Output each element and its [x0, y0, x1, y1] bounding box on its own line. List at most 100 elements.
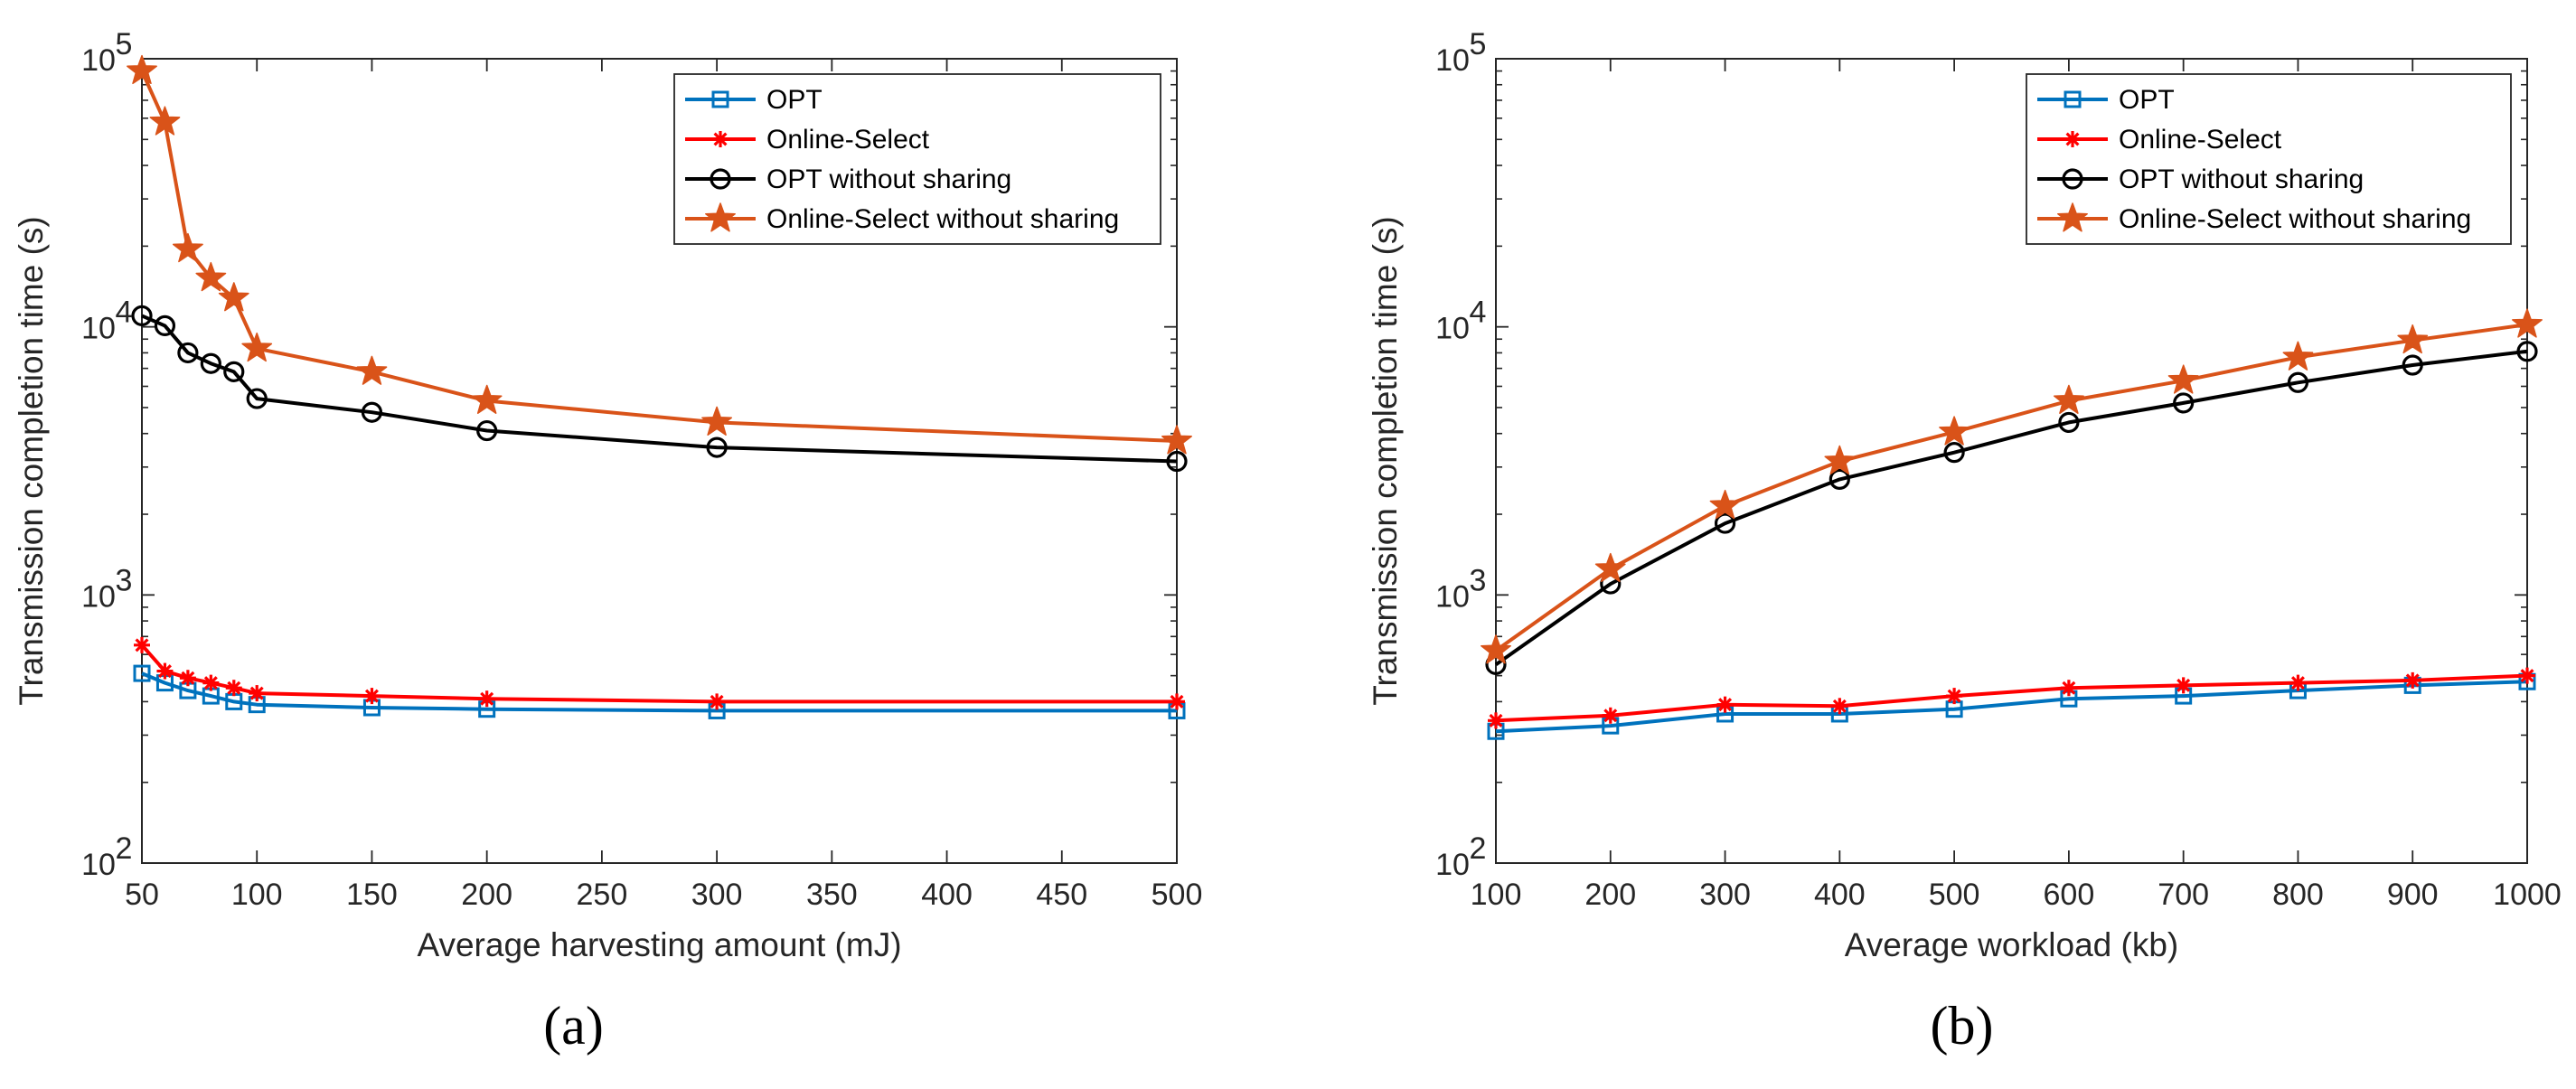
x-axis-label: Average harvesting amount (mJ): [417, 926, 901, 963]
x-tick-label: 450: [1036, 878, 1087, 912]
legend-label: OPT without sharing: [766, 164, 1011, 194]
data-point: [1709, 489, 1741, 520]
data-point: [134, 636, 150, 653]
x-tick-label: 900: [2387, 878, 2439, 912]
data-point: [1829, 468, 1850, 490]
legend-marker: [711, 90, 729, 108]
data-point: [363, 688, 381, 705]
legend-label: OPT: [766, 85, 823, 115]
data-point: [1943, 442, 1965, 464]
data-point: [1594, 552, 1626, 583]
data-point-stroke: [1947, 689, 1961, 703]
data-point-stroke: [480, 691, 494, 706]
y-tick-label: 10: [1435, 43, 1470, 78]
y-tick-exponent: 3: [116, 563, 133, 597]
data-point: [2519, 667, 2535, 684]
data-point-stroke: [135, 638, 149, 652]
data-point: [1824, 445, 1856, 475]
data-point-stroke: [181, 671, 195, 685]
data-point-stroke: [2062, 681, 2076, 695]
data-point: [1939, 416, 1970, 446]
legend-marker: [712, 131, 729, 147]
data-point: [471, 384, 503, 414]
data-point: [2289, 674, 2307, 691]
y-tick-exponent: 4: [1470, 296, 1487, 330]
data-point: [478, 690, 495, 708]
legend-marker: [2057, 202, 2088, 232]
y-tick-label: 10: [1435, 312, 1470, 346]
x-tick-label: 500: [1929, 878, 1980, 912]
legend-marker: [705, 202, 736, 232]
x-tick-label: 200: [461, 878, 512, 912]
data-point: [241, 332, 273, 362]
data-point: [706, 437, 728, 458]
legend-label: Online-Select without sharing: [766, 204, 1119, 234]
data-point: [246, 388, 268, 409]
data-point: [127, 54, 157, 85]
data-point: [2175, 677, 2192, 694]
legend-marker-stroke: [2065, 132, 2080, 146]
data-point: [2058, 411, 2080, 434]
series-line: [1494, 323, 2528, 652]
data-point: [2397, 324, 2429, 354]
data-point: [249, 685, 266, 702]
y-tick-exponent: 2: [116, 831, 133, 866]
x-tick-label: 50: [125, 878, 159, 912]
data-point: [1946, 688, 1963, 705]
data-point: [2402, 354, 2423, 376]
data-point: [1166, 450, 1188, 473]
data-point: [2512, 308, 2543, 338]
series-line: [1494, 349, 2528, 667]
data-point-stroke: [227, 681, 241, 695]
y-tick-label: 10: [81, 579, 116, 614]
data-point: [2053, 384, 2084, 414]
data-point: [223, 361, 245, 382]
legend-marker: [710, 168, 731, 190]
series-online-select: [1488, 667, 2535, 729]
series-online-select-without-sharing: [127, 54, 1192, 455]
data-point: [2282, 341, 2314, 371]
data-point: [177, 342, 199, 364]
x-tick-label: 350: [806, 878, 858, 912]
panel-caption: (b): [1931, 996, 1994, 1056]
legend: OPT Online-Select OPT without sharing Onlin…: [2026, 73, 2512, 245]
data-point: [1488, 712, 1504, 729]
data-point: [2060, 680, 2077, 697]
data-point: [154, 314, 176, 336]
series-line: [1495, 680, 2528, 734]
data-point: [2287, 371, 2309, 393]
data-point: [361, 401, 383, 423]
data-point-stroke: [203, 676, 218, 690]
y-tick-label: 10: [81, 43, 116, 78]
data-point: [133, 664, 151, 682]
data-point-stroke: [1489, 713, 1503, 728]
data-point-stroke: [1718, 698, 1733, 712]
data-point-stroke: [157, 664, 172, 679]
legend-label: Online-Select: [766, 125, 930, 155]
data-point: [179, 670, 196, 687]
legend-label: Online-Select without sharing: [2119, 204, 2471, 234]
x-tick-label: 500: [1152, 878, 1203, 912]
y-tick-exponent: 2: [1470, 831, 1487, 866]
x-tick-label: 600: [2044, 878, 2095, 912]
x-tick-label: 250: [577, 878, 628, 912]
data-point-stroke: [2176, 678, 2191, 692]
y-tick-exponent: 5: [1470, 27, 1487, 61]
x-tick-label: 100: [231, 878, 283, 912]
data-point-stroke: [710, 694, 724, 709]
data-point-stroke: [1832, 699, 1847, 713]
y-tick-label: 10: [81, 848, 116, 882]
data-point: [149, 106, 181, 136]
data-point-stroke: [1170, 694, 1184, 709]
x-tick-label: 200: [1584, 878, 1636, 912]
data-point: [131, 305, 153, 326]
data-point-stroke: [249, 686, 264, 700]
x-tick-label: 150: [346, 878, 398, 912]
data-point: [2173, 392, 2195, 414]
series-line: [140, 643, 1177, 704]
legend-box: [673, 73, 1161, 245]
legend-marker: [2062, 168, 2083, 190]
